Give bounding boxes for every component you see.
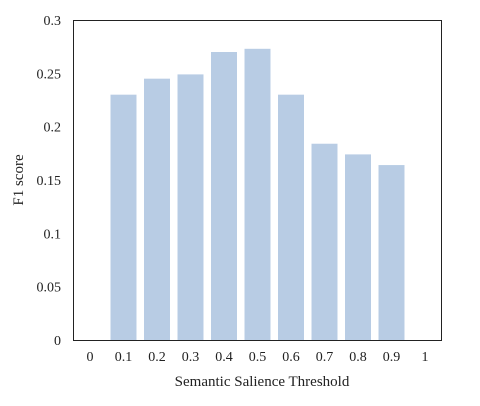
bar-0.4 (211, 52, 237, 340)
y-tick-label: 0.15 (37, 174, 62, 189)
x-tick-label: 0.2 (148, 350, 166, 365)
x-tick-label: 0.7 (316, 350, 334, 365)
x-tick-label: 0.3 (182, 350, 200, 365)
bars-layer (110, 48, 405, 341)
x-tick-label: 0.8 (349, 350, 367, 365)
bar-0.5 (244, 48, 271, 341)
x-tick-label: 0.9 (383, 350, 401, 365)
y-tick-label: 0.25 (37, 67, 62, 82)
x-tick-label: 0.6 (282, 350, 300, 365)
bar-0.8 (345, 154, 371, 340)
x-tick-label: 0.5 (249, 350, 267, 365)
y-tick-label: 0 (54, 334, 61, 349)
x-tick-label: 0 (87, 350, 94, 365)
y-tick-label: 0.2 (44, 121, 62, 136)
x-tick-label: 0.4 (215, 350, 233, 365)
x-axis-title: Semantic Salience Threshold (175, 374, 350, 390)
y-tick-label: 0.3 (44, 14, 62, 29)
bar-0.9 (378, 165, 405, 340)
bar-0.2 (144, 78, 170, 341)
y-axis: 0 0.05 0.1 0.15 0.2 0.25 0.3 (37, 14, 62, 349)
x-tick-label: 1 (422, 350, 429, 365)
y-tick-label: 0.05 (37, 281, 62, 296)
x-tick-label: 0.1 (115, 350, 133, 365)
plot-frame (73, 20, 442, 341)
y-axis-title: F1 score (11, 154, 27, 206)
bar-0.3 (177, 74, 204, 341)
x-axis: 0 0.1 0.2 0.3 0.4 0.5 0.6 0.7 0.8 0.9 1 (87, 350, 429, 365)
bar-0.6 (278, 94, 304, 340)
y-tick-label: 0.1 (44, 227, 62, 242)
bar-0.1 (110, 94, 137, 340)
bar-0.7 (311, 143, 338, 340)
